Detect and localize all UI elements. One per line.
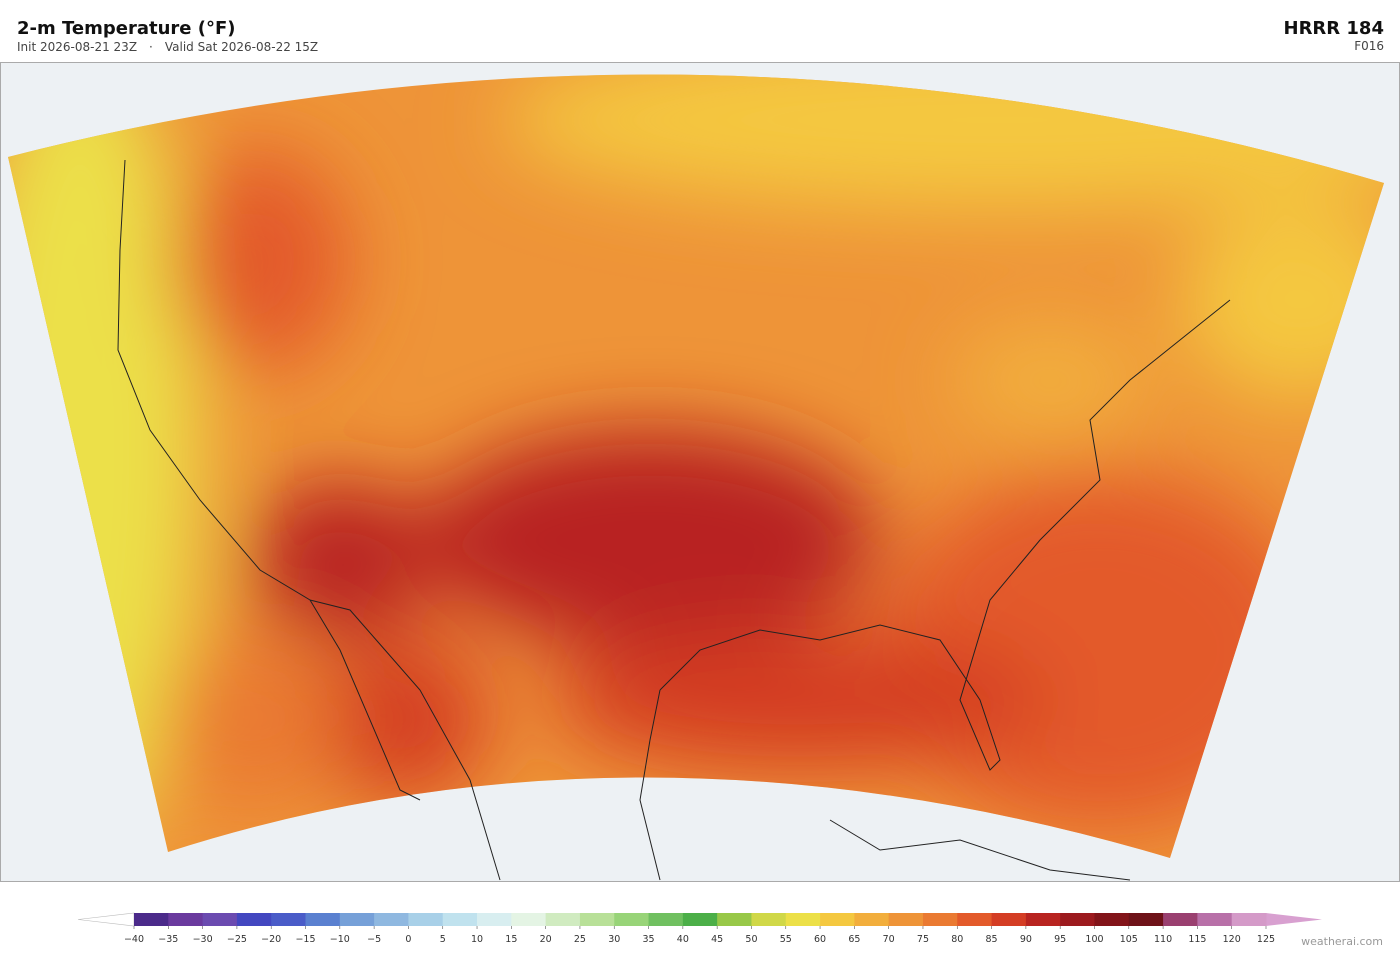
colorbar-bin	[1025, 913, 1061, 926]
colorbar-tick-label: 15	[505, 934, 517, 945]
colorbar-bin	[820, 913, 855, 926]
colorbar-tick-label: 55	[780, 934, 792, 945]
subtitle: Init 2026-08-21 23Z · Valid Sat 2026-08-22…	[17, 40, 318, 54]
colorbar-bin	[1128, 913, 1164, 926]
colorbar-tick-label: 100	[1085, 934, 1103, 945]
colorbar-tick-label: 5	[440, 934, 446, 945]
colorbar-bin	[991, 913, 1027, 926]
watermark: weatherai.com	[1301, 935, 1383, 948]
colorbar-bin	[1060, 913, 1095, 926]
colorbar-tick-label: −5	[367, 934, 381, 945]
colorbar-tick-label: 65	[848, 934, 860, 945]
colorbar-tick-label: 20	[540, 934, 552, 945]
colorbar-tick-label: 40	[677, 934, 689, 945]
separator: ·	[149, 40, 153, 54]
colorbar-over	[1266, 913, 1322, 926]
colorbar-tick-label: 110	[1154, 934, 1172, 945]
colorbar-bin	[1231, 913, 1267, 926]
colorbar-bin	[682, 913, 718, 926]
colorbar-bin	[1163, 913, 1198, 926]
colorbar-bin	[374, 913, 409, 926]
title: 2-m Temperature (°F)	[17, 18, 236, 39]
colorbar-tick-label: 60	[814, 934, 826, 945]
colorbar-bin	[408, 913, 444, 926]
model-name: HRRR 184	[1284, 18, 1385, 39]
colorbar-bin	[1197, 913, 1233, 926]
colorbar-bin	[1094, 913, 1130, 926]
colorbar-bin	[751, 913, 787, 926]
colorbar-bin	[339, 913, 375, 926]
colorbar-bin	[614, 913, 649, 926]
colorbar-bin	[442, 913, 478, 926]
colorbar-bin	[168, 913, 204, 926]
colorbar-tick-label: 35	[642, 934, 654, 945]
colorbar-tick-label: −30	[193, 934, 213, 945]
colorbar-bin	[888, 913, 924, 926]
colorbar-bin	[785, 913, 821, 926]
colorbar-tick-label: −25	[227, 934, 247, 945]
colorbar: −40 −35 −30 −25 −20 −15 −10 −5 0 5 10 15 20 25 30 35 40 4…	[77, 912, 1322, 945]
colorbar-bin	[717, 913, 752, 926]
colorbar-tick-label: −35	[158, 934, 178, 945]
colorbar-bin	[134, 913, 169, 926]
colorbar-under	[77, 912, 135, 927]
colorbar-tick-label: 10	[471, 934, 483, 945]
colorbar-tick-label: 50	[745, 934, 757, 945]
colorbar-bin	[202, 913, 238, 926]
colorbar-bin	[957, 913, 992, 926]
colorbar-bin	[545, 913, 581, 926]
colorbar-tick-label: −10	[330, 934, 350, 945]
colorbar-tick-label: 80	[951, 934, 963, 945]
colorbar-tick-label: 85	[986, 934, 998, 945]
forecast-hour: F016	[1354, 39, 1384, 53]
temperature-field	[8, 74, 1384, 858]
colorbar-tick-label: −40	[124, 934, 144, 945]
colorbar-tick-label: 90	[1020, 934, 1032, 945]
init-time: Init 2026-08-21 23Z	[17, 40, 137, 54]
colorbar-bin	[305, 913, 341, 926]
colorbar-tick-label: 75	[917, 934, 929, 945]
valid-time: Valid Sat 2026-08-22 15Z	[165, 40, 318, 54]
colorbar-tick-label: 70	[883, 934, 895, 945]
colorbar-tick-label: 95	[1054, 934, 1066, 945]
colorbar-tick-label: 45	[711, 934, 723, 945]
colorbar-tick-label: 120	[1223, 934, 1241, 945]
colorbar-tick-label: 125	[1257, 934, 1275, 945]
colorbar-tick-label: −20	[261, 934, 281, 945]
colorbar-bin	[854, 913, 890, 926]
colorbar-bin	[922, 913, 958, 926]
colorbar-bin	[648, 913, 684, 926]
colorbar-tick-label: 0	[405, 934, 411, 945]
colorbar-tick-label: 30	[608, 934, 620, 945]
colorbar-tick-label: −15	[295, 934, 315, 945]
colorbar-bin	[511, 913, 547, 926]
colorbar-bin	[477, 913, 512, 926]
coastlines	[117, 159, 1231, 881]
colorbar-bin	[271, 913, 306, 926]
colorbar-tick-label: 105	[1120, 934, 1138, 945]
colorbar-bin	[236, 913, 272, 926]
colorbar-bin	[579, 913, 615, 926]
colorbar-tick-label: 25	[574, 934, 586, 945]
colorbar-tick-label: 115	[1188, 934, 1206, 945]
